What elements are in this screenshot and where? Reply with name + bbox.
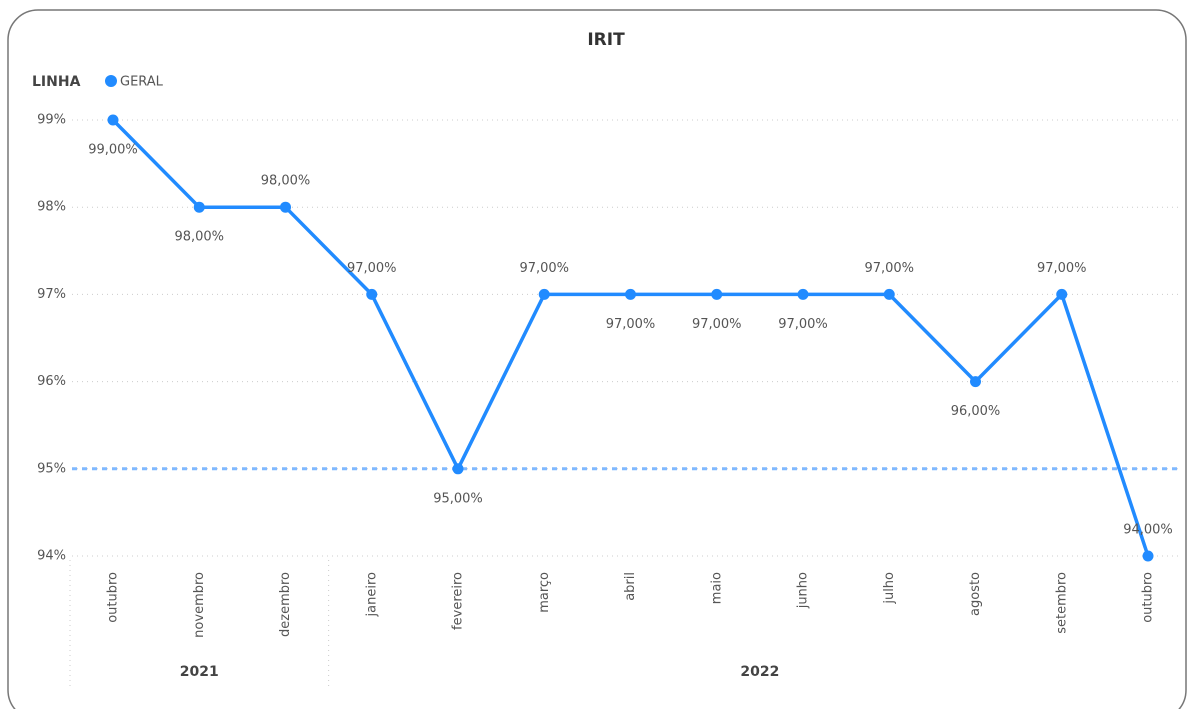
y-tick-label: 94% bbox=[37, 549, 66, 564]
x-tick-label: abril bbox=[623, 572, 638, 601]
data-label: 97,00% bbox=[347, 261, 397, 276]
data-label: 96,00% bbox=[951, 404, 1001, 419]
data-point bbox=[107, 114, 119, 126]
group-label: 2021 bbox=[180, 664, 219, 680]
data-label: 97,00% bbox=[864, 261, 914, 276]
data-label: 98,00% bbox=[174, 230, 224, 245]
data-point bbox=[538, 288, 550, 300]
x-tick-label: maio bbox=[709, 572, 724, 604]
data-label: 97,00% bbox=[606, 317, 656, 332]
y-tick-label: 98% bbox=[37, 200, 66, 215]
data-point bbox=[280, 201, 291, 213]
y-tick-label: 95% bbox=[37, 461, 66, 476]
data-label: 97,00% bbox=[1037, 261, 1087, 276]
chart-title: IRIT bbox=[587, 30, 625, 50]
data-point bbox=[970, 376, 981, 388]
data-label: 98,00% bbox=[261, 174, 311, 189]
x-tick-label: agosto bbox=[968, 572, 983, 616]
data-label: 97,00% bbox=[692, 317, 742, 332]
x-tick-label: outubro bbox=[106, 572, 121, 623]
x-tick-label: janeiro bbox=[364, 572, 379, 617]
data-label: 99,00% bbox=[88, 143, 138, 158]
data-point bbox=[711, 288, 723, 300]
legend-title: LINHA bbox=[32, 74, 81, 90]
data-point bbox=[625, 288, 636, 300]
data-label: 97,00% bbox=[778, 317, 828, 332]
data-point bbox=[797, 288, 809, 300]
x-tick-label: novembro bbox=[192, 572, 207, 638]
y-tick-label: 96% bbox=[37, 374, 66, 389]
group-label: 2022 bbox=[740, 664, 779, 680]
data-point bbox=[193, 201, 205, 213]
y-tick-label: 99% bbox=[37, 113, 66, 128]
x-tick-label: outubro bbox=[1141, 572, 1156, 623]
data-label: 94,00% bbox=[1123, 523, 1173, 538]
x-tick-label: março bbox=[537, 572, 552, 613]
data-point bbox=[1142, 550, 1154, 562]
data-point bbox=[1056, 288, 1068, 300]
data-point bbox=[366, 288, 378, 300]
x-tick-label: julho bbox=[882, 572, 897, 605]
card-border bbox=[7, 9, 1187, 709]
data-point bbox=[452, 463, 464, 475]
data-label: 95,00% bbox=[433, 491, 483, 506]
data-point bbox=[883, 288, 895, 300]
x-tick-label: dezembro bbox=[278, 572, 293, 637]
legend-label: GERAL bbox=[120, 75, 164, 90]
x-tick-label: fevereiro bbox=[451, 572, 466, 630]
data-label: 97,00% bbox=[519, 261, 569, 276]
x-tick-label: junho bbox=[796, 572, 811, 609]
legend-marker bbox=[105, 75, 117, 87]
x-tick-label: setembro bbox=[1054, 572, 1069, 634]
y-tick-label: 97% bbox=[37, 287, 66, 302]
